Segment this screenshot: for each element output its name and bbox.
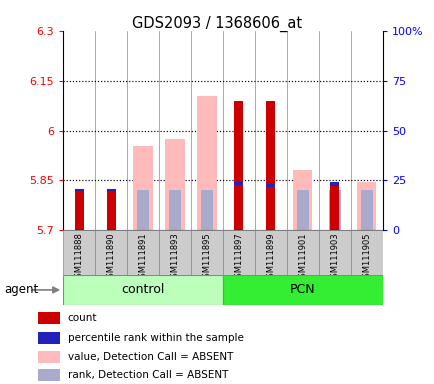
Bar — [329, 182, 339, 187]
Bar — [168, 190, 181, 230]
Bar — [133, 146, 152, 230]
Text: GSM111890: GSM111890 — [106, 233, 115, 283]
Text: GSM111893: GSM111893 — [170, 233, 179, 283]
Text: GSM111897: GSM111897 — [234, 233, 243, 283]
Bar — [328, 190, 340, 230]
Bar — [293, 170, 312, 230]
Bar — [63, 230, 95, 275]
Bar — [95, 230, 127, 275]
Bar — [360, 190, 372, 230]
Bar — [234, 182, 243, 185]
Text: rank, Detection Call = ABSENT: rank, Detection Call = ABSENT — [68, 370, 227, 380]
Bar — [38, 331, 59, 344]
Bar — [38, 312, 59, 324]
Bar — [329, 182, 339, 230]
Bar — [266, 101, 275, 230]
Text: GSM111895: GSM111895 — [202, 233, 211, 283]
Bar — [106, 189, 115, 230]
Bar — [38, 369, 59, 381]
Bar — [106, 189, 115, 192]
Bar — [222, 230, 254, 275]
Text: GSM111905: GSM111905 — [362, 233, 371, 283]
Text: GSM111903: GSM111903 — [329, 233, 339, 283]
Text: GSM111891: GSM111891 — [138, 233, 147, 283]
Bar — [296, 190, 308, 230]
Bar — [201, 190, 213, 230]
Bar — [191, 230, 223, 275]
Bar — [356, 182, 375, 230]
Bar — [159, 230, 191, 275]
Bar — [127, 230, 159, 275]
Text: control: control — [121, 283, 164, 296]
Bar — [197, 96, 216, 230]
Bar — [222, 275, 382, 305]
Bar — [350, 230, 382, 275]
Bar — [74, 189, 83, 230]
Bar — [63, 275, 223, 305]
Text: PCN: PCN — [289, 283, 315, 296]
Bar — [165, 139, 184, 230]
Text: agent: agent — [4, 283, 39, 296]
Text: GSM111899: GSM111899 — [266, 233, 275, 283]
Bar — [286, 230, 318, 275]
Text: percentile rank within the sample: percentile rank within the sample — [68, 333, 243, 343]
Text: GSM111901: GSM111901 — [298, 233, 307, 283]
Text: GSM111888: GSM111888 — [74, 233, 83, 283]
Bar — [234, 101, 243, 230]
Text: GDS2093 / 1368606_at: GDS2093 / 1368606_at — [132, 15, 302, 31]
Text: value, Detection Call = ABSENT: value, Detection Call = ABSENT — [68, 352, 233, 362]
Bar — [266, 184, 275, 187]
Bar — [74, 189, 83, 192]
Bar — [318, 230, 350, 275]
Bar — [38, 351, 59, 363]
Text: count: count — [68, 313, 97, 323]
Bar — [254, 230, 286, 275]
Bar — [137, 190, 149, 230]
